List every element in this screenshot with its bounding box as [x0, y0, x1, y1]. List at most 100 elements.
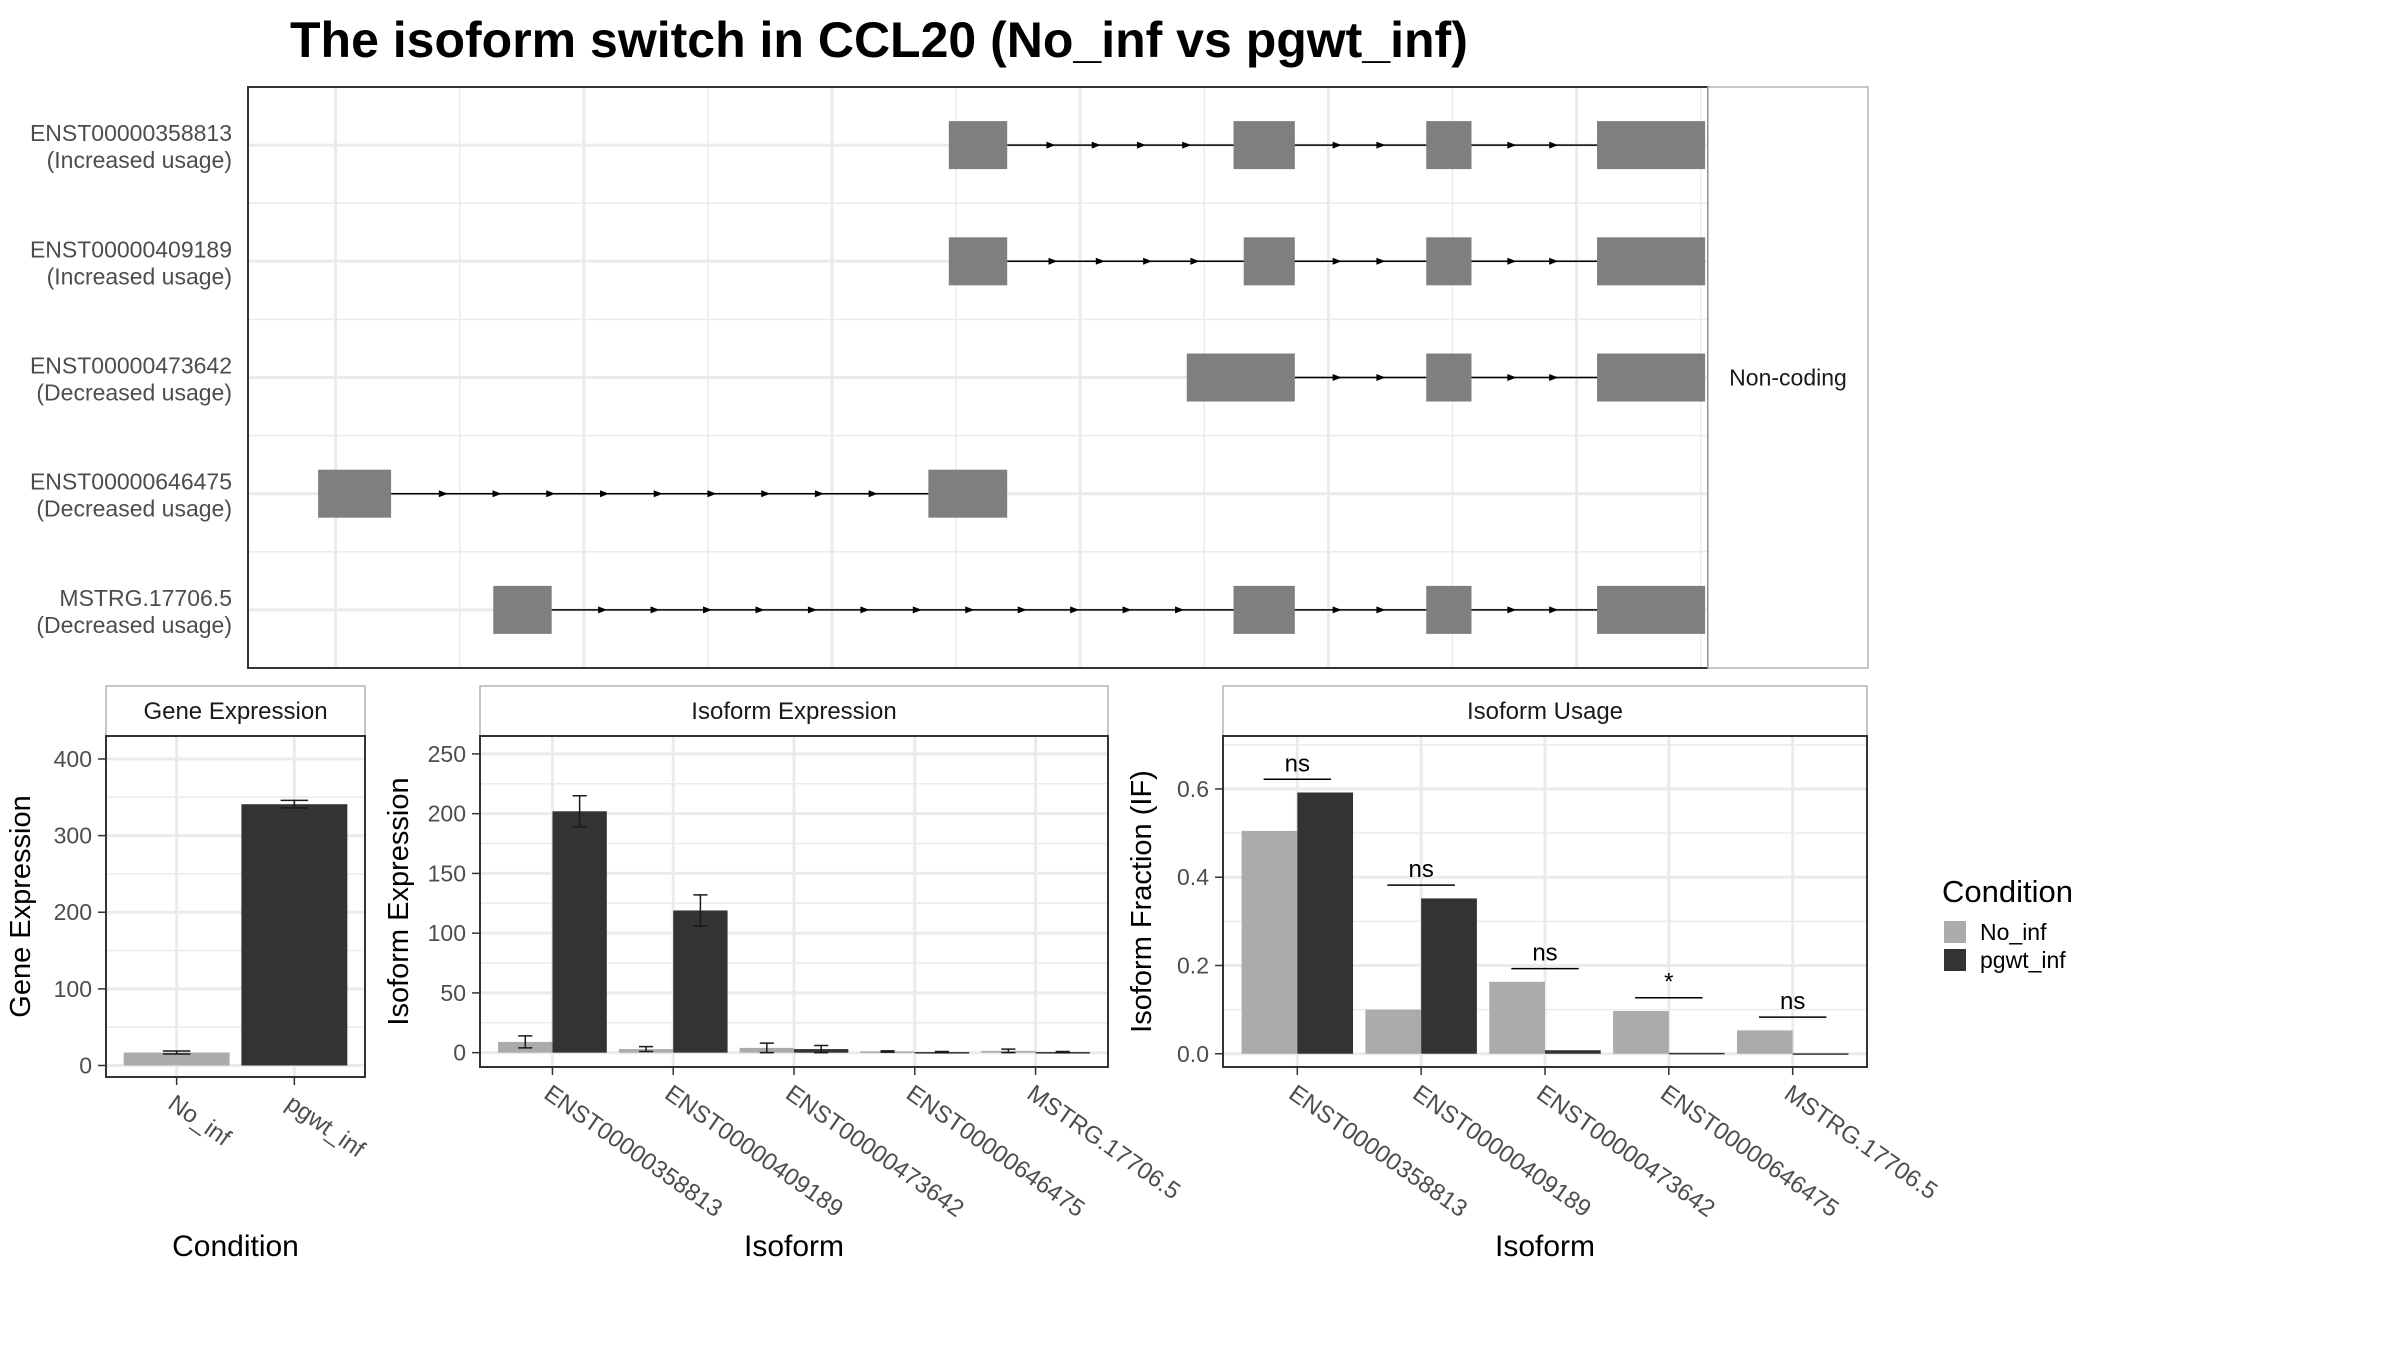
intron-direction-arrow — [1091, 141, 1101, 149]
exon-block — [1426, 237, 1472, 286]
intron-direction-arrow — [1182, 141, 1192, 149]
exon-block — [1426, 121, 1472, 170]
intron-direction-arrow — [1549, 374, 1559, 381]
isoform-label-enst00000358813: ENST00000358813 — [30, 120, 232, 146]
exon-block — [928, 469, 1008, 518]
y-tick-label: 100 — [54, 976, 92, 1002]
isoform-label-mstrg-17706-5: MSTRG.17706.5 — [59, 585, 232, 611]
strip — [1222, 685, 1868, 737]
isoform-label-enst00000646475: ENST00000646475 — [30, 469, 232, 495]
legend-key-no-inf — [1944, 921, 1966, 943]
intron-direction-arrow — [492, 490, 502, 498]
intron-direction-arrow — [1549, 141, 1559, 149]
isoform-expression-panel: Isoform Expression050100150200250ENST000… — [383, 685, 1185, 1263]
exon-block — [1233, 121, 1295, 170]
error-bar — [162, 1050, 191, 1055]
x-axis-title: Isoform — [744, 1230, 844, 1263]
intron-direction-arrow — [1332, 141, 1342, 149]
intron-direction-arrow — [1507, 606, 1517, 614]
isoform-label-enst00000473642: ENST00000473642 — [30, 353, 232, 379]
y-tick-label: 150 — [428, 860, 466, 886]
intron-direction-arrow — [1376, 374, 1386, 381]
intron-direction-arrow — [1507, 374, 1517, 381]
y-tick-label: 0.0 — [1177, 1041, 1209, 1067]
isoform-structure-panel: ENST00000358813(Increased usage)ENST0000… — [30, 86, 1869, 669]
intron-direction-arrow — [1376, 141, 1386, 149]
legend-key-pgwt-inf — [1944, 949, 1966, 971]
y-axis-title: Gene Expression — [5, 795, 37, 1017]
exon-block — [493, 585, 552, 634]
strip — [479, 685, 1109, 737]
exon-block — [948, 237, 1008, 286]
strip-label: Gene Expression — [143, 698, 327, 725]
error-bar — [693, 894, 708, 927]
figure-title: The isoform switch in CCL20 (No_inf vs p… — [290, 12, 1468, 68]
intron-direction-arrow — [1376, 257, 1386, 265]
exon-block — [318, 469, 392, 518]
intron-direction-arrow — [1507, 257, 1517, 265]
legend-label-pgwt-inf: pgwt_inf — [1980, 947, 2066, 973]
structure-strip — [1707, 86, 1869, 669]
strip-label: Isoform Usage — [1467, 698, 1623, 725]
isoform-usage-note: (Decreased usage) — [36, 496, 232, 522]
intron-direction-arrow — [1046, 141, 1056, 149]
isoform-usage-note: (Decreased usage) — [36, 612, 232, 638]
y-tick-label: 200 — [428, 801, 466, 827]
y-tick-label: 0.2 — [1177, 952, 1209, 978]
error-bar — [638, 1045, 654, 1053]
isoform-row-enst00000358813 — [948, 121, 1706, 170]
bar-pgwt-inf-pgwt-inf — [241, 804, 348, 1066]
isoform-row-enst00000409189 — [948, 237, 1706, 286]
intron-direction-arrow — [1143, 257, 1153, 265]
isoform-row-mstrg-17706-5 — [493, 585, 1706, 634]
y-tick-label: 0.6 — [1177, 776, 1209, 802]
intron-direction-arrow — [814, 490, 824, 498]
y-tick-label: 0 — [453, 1040, 466, 1066]
x-axis-title: Condition — [172, 1230, 299, 1263]
intron-direction-arrow — [912, 606, 922, 614]
intron-direction-arrow — [807, 606, 817, 614]
bar-mstrg-17706-5-no-inf — [1736, 1030, 1793, 1054]
isoform-usage-note: (Increased usage) — [47, 263, 232, 289]
bar-enst00000646475-pgwt-inf — [1668, 1052, 1725, 1055]
exon-block — [1426, 353, 1472, 402]
intron-direction-arrow — [1048, 257, 1058, 265]
intron-direction-arrow — [1376, 606, 1386, 614]
significance-label: ns — [1285, 750, 1310, 777]
y-tick-label: 300 — [54, 823, 92, 849]
isoform-row-enst00000473642 — [1186, 353, 1706, 402]
intron-direction-arrow — [1332, 374, 1342, 381]
intron-direction-arrow — [1190, 257, 1200, 265]
significance-label: ns — [1408, 856, 1433, 883]
exon-block — [1186, 353, 1295, 402]
intron-direction-arrow — [1507, 141, 1517, 149]
y-tick-label: 50 — [440, 980, 466, 1006]
bar-enst00000409189-no-inf — [1365, 1009, 1422, 1054]
intron-direction-arrow — [761, 490, 771, 498]
bar-enst00000358813-pgwt-inf — [552, 811, 607, 1053]
exon-block — [1597, 237, 1706, 286]
intron-direction-arrow — [653, 490, 663, 498]
intron-direction-arrow — [1017, 606, 1027, 614]
intron-direction-arrow — [1095, 257, 1105, 265]
y-tick-label: 100 — [428, 920, 466, 946]
panel-border — [105, 735, 366, 1078]
intron-direction-arrow — [1175, 606, 1185, 614]
exon-block — [1597, 585, 1706, 634]
intron-direction-arrow — [1136, 141, 1146, 149]
exon-block — [1597, 121, 1706, 170]
isoform-label-enst00000409189: ENST00000409189 — [30, 236, 232, 262]
isoform-usage-note: (Decreased usage) — [36, 380, 232, 406]
error-bar — [814, 1044, 829, 1054]
intron-direction-arrow — [868, 490, 878, 498]
bar-enst00000409189-pgwt-inf — [1421, 898, 1477, 1054]
structure-strip-label: Non-coding — [1729, 365, 1847, 391]
isoform-row-enst00000646475 — [318, 469, 1008, 518]
y-tick-label: 400 — [54, 746, 92, 772]
isoform-usage-note: (Increased usage) — [47, 147, 232, 173]
y-tick-label: 0 — [79, 1053, 92, 1079]
y-axis-title: Isoform Expression — [383, 777, 415, 1025]
intron-direction-arrow — [1122, 606, 1132, 614]
